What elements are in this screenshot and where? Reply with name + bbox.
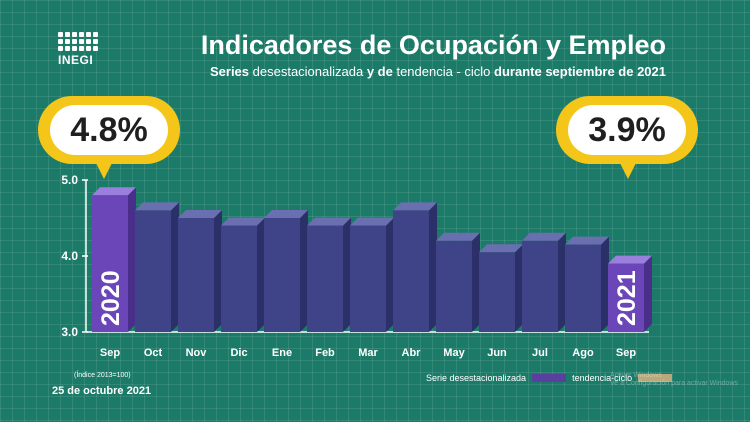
bar-top [135, 202, 179, 211]
index-note: (Índice 2013=100) [74, 372, 131, 379]
callout-last: 3.9% [556, 96, 698, 179]
x-tick-label: Dic [230, 347, 247, 359]
y-tick-label: 4.0 [61, 249, 78, 263]
watermark-line-1: Activar Windows [610, 372, 662, 379]
chart-subtitle: Series desestacionalizada y de tendencia… [210, 64, 666, 79]
bar [393, 210, 429, 332]
x-tick-label: May [443, 347, 465, 359]
legend-swatch-1 [532, 374, 567, 382]
bar-side [257, 217, 265, 332]
x-tick-label: Jun [487, 347, 507, 359]
x-tick-label: Ago [572, 347, 594, 359]
bar-side [558, 232, 566, 332]
y-tick-label: 5.0 [61, 173, 78, 187]
logo-dots [58, 32, 104, 51]
subtitle-part-5: durante septiembre de 2021 [490, 64, 666, 79]
callout-last-value: 3.9% [568, 105, 686, 155]
bar-top [522, 232, 566, 241]
x-tick-label: Feb [315, 347, 335, 359]
y-tick-label: 3.0 [61, 325, 78, 339]
callout-first: 4.8% [38, 96, 180, 179]
year-label: 2020 [97, 270, 125, 326]
bar-side [515, 244, 523, 332]
bar-side [171, 202, 179, 332]
bar-side [644, 255, 652, 332]
bar-top [608, 255, 652, 264]
bar [307, 225, 343, 332]
watermark-line-2: Ve a Configuración para activar Windows [610, 380, 739, 387]
subtitle-part-1: Series [209, 64, 253, 79]
bar-side [429, 202, 437, 332]
bar [135, 210, 171, 332]
bar [92, 195, 128, 332]
bar-top [178, 210, 222, 218]
bar-top [92, 187, 136, 196]
x-tick-label: Oct [144, 347, 163, 359]
legend-swatch-2 [638, 374, 673, 382]
x-tick-label: Mar [358, 347, 378, 359]
bar-top [221, 217, 265, 226]
x-tick-label: Ene [272, 347, 292, 359]
legend-label-1: Serie desestacionalizada [426, 373, 527, 383]
publication-date: 25 de octubre 2021 [52, 385, 152, 397]
logo-text: INEGI [58, 53, 94, 67]
bar-side [300, 210, 308, 332]
bar-side [386, 217, 394, 332]
inegi-logo: INEGI [58, 32, 104, 67]
windows-watermark: Activar Windows Ve a Configuración para … [610, 372, 738, 388]
bar-top [479, 244, 523, 253]
subtitle-part-3: y de [363, 64, 397, 79]
x-tick-label: Sep [616, 347, 636, 359]
subtitle-part-2: desestacionalizada [252, 64, 364, 79]
callout-first-value: 4.8% [50, 105, 168, 155]
bar [178, 218, 214, 332]
x-tick-label: Sep [100, 347, 120, 359]
year-label: 2021 [613, 270, 641, 326]
bar [350, 225, 386, 332]
bar [608, 263, 644, 332]
legend: Serie desestacionalizada tendencia-ciclo [426, 373, 673, 383]
bar-top [436, 232, 480, 241]
callout-first-tail [96, 163, 112, 179]
bar-top [350, 217, 394, 226]
x-tick-label: Abr [402, 347, 422, 359]
bar-side [343, 217, 351, 332]
chart-title: Indicadores de Ocupación y Empleo [200, 30, 666, 60]
bar-top [307, 217, 351, 226]
bar-side [472, 232, 480, 332]
bar-side [601, 236, 609, 332]
bar [221, 225, 257, 332]
bar [565, 244, 601, 332]
bar-top [264, 210, 308, 218]
legend-label-2: tendencia-ciclo [572, 373, 633, 383]
bar-side [128, 187, 136, 332]
bar [479, 252, 515, 332]
bar [264, 218, 300, 332]
subtitle-part-4: tendencia - ciclo [396, 64, 491, 79]
bar [522, 240, 558, 332]
bar-side [214, 210, 222, 332]
bar [436, 240, 472, 332]
x-tick-label: Jul [532, 347, 548, 359]
bar-top [393, 202, 437, 211]
callout-last-tail [620, 163, 636, 179]
x-tick-label: Nov [186, 347, 208, 359]
bar-top [565, 236, 609, 245]
